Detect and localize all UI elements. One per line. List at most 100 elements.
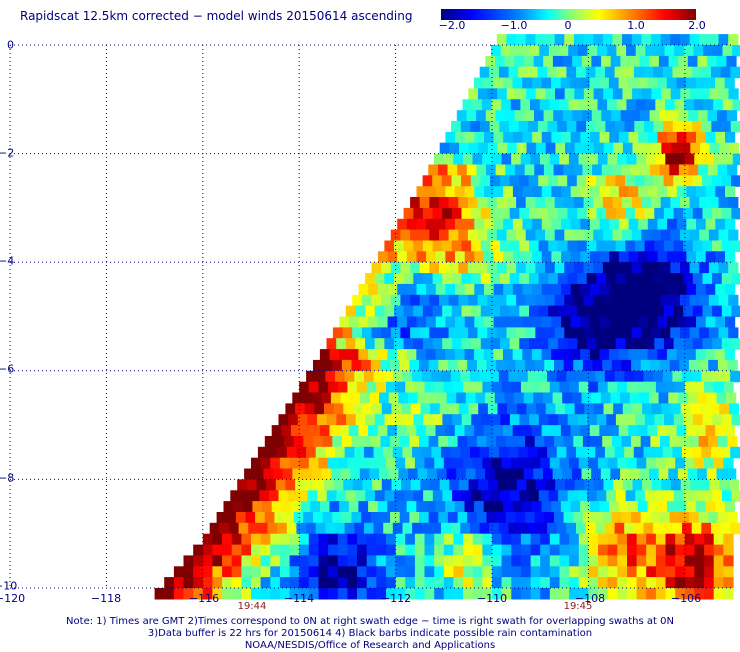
wind-cell <box>405 577 415 589</box>
wind-cell <box>465 501 475 512</box>
wind-cell <box>521 588 531 600</box>
wind-cell <box>333 327 343 339</box>
wind-cell <box>522 78 532 90</box>
wind-cell <box>693 208 703 220</box>
wind-cell <box>595 371 605 383</box>
wind-cell <box>666 577 676 589</box>
wind-cell <box>500 241 510 253</box>
wind-cell <box>609 219 619 231</box>
wind-cell <box>704 588 714 600</box>
wind-cell <box>467 512 477 524</box>
wind-cell <box>328 588 338 600</box>
wind-cell <box>673 121 683 133</box>
wind-cell <box>515 436 525 448</box>
wind-cell <box>251 458 261 470</box>
wind-cell <box>644 447 654 459</box>
wind-cell <box>677 186 687 198</box>
wind-cell <box>682 67 692 79</box>
wind-cell <box>623 143 633 155</box>
wind-cell <box>484 78 494 90</box>
wind-cell <box>378 251 388 262</box>
wind-cell <box>557 67 567 79</box>
wind-cell <box>279 490 289 502</box>
wind-cell <box>641 512 651 524</box>
wind-cell <box>588 154 598 166</box>
wind-cell <box>323 436 333 448</box>
wind-cell <box>661 327 671 339</box>
wind-cell <box>660 360 670 372</box>
wind-cell <box>517 143 527 155</box>
wind-cell <box>597 414 607 426</box>
wind-cell <box>686 132 696 144</box>
wind-cell <box>365 490 375 502</box>
wind-cell <box>696 425 706 437</box>
wind-cell <box>474 132 484 144</box>
wind-cell <box>584 197 594 209</box>
wind-cell <box>239 523 249 535</box>
wind-cell <box>474 317 484 329</box>
wind-cell <box>568 414 578 426</box>
wind-cell <box>359 284 369 296</box>
wind-cell <box>590 425 600 437</box>
wind-cell <box>445 186 455 198</box>
wind-cell <box>559 99 569 111</box>
wind-cell <box>413 208 423 220</box>
wind-cell <box>529 175 539 187</box>
wind-cell <box>540 99 550 111</box>
wind-cell <box>513 219 523 231</box>
wind-cell <box>193 555 203 567</box>
wind-cell <box>617 99 627 111</box>
wind-cell <box>306 371 316 383</box>
wind-cell <box>566 371 576 383</box>
wind-cell <box>243 501 253 512</box>
wind-cell <box>274 512 284 524</box>
wind-cell <box>580 186 590 198</box>
wind-cell <box>342 512 352 524</box>
wind-cell <box>595 67 605 79</box>
wind-cell <box>364 447 374 459</box>
wind-cell <box>539 241 549 253</box>
wind-cell <box>507 295 517 307</box>
wind-cell <box>521 382 531 394</box>
wind-cell <box>529 338 539 350</box>
wind-cell <box>631 436 641 448</box>
wind-cell <box>444 534 454 546</box>
wind-cell <box>619 284 629 296</box>
wind-cell <box>626 45 636 57</box>
wind-cell <box>474 219 484 231</box>
wind-cell <box>232 545 242 557</box>
wind-cell <box>452 306 462 318</box>
wind-cell <box>400 360 410 372</box>
wind-cell <box>290 566 300 578</box>
wind-cell <box>728 512 738 524</box>
wind-cell <box>528 121 538 133</box>
wind-cell <box>723 577 733 589</box>
wind-cell <box>661 403 671 415</box>
wind-cell <box>498 479 508 491</box>
wind-cell <box>394 273 404 285</box>
wind-cell <box>391 262 401 274</box>
wind-cell <box>650 360 660 372</box>
wind-cell <box>480 371 490 383</box>
wind-cell <box>338 566 348 578</box>
wind-cell <box>627 566 637 578</box>
wind-cell <box>484 251 494 262</box>
wind-cell <box>501 99 511 111</box>
wind-cell <box>420 295 430 307</box>
wind-cell <box>532 349 542 361</box>
wind-cell <box>727 110 737 122</box>
wind-cell <box>732 490 740 502</box>
wind-cell <box>465 132 475 144</box>
wind-cell <box>308 414 318 426</box>
wind-cell <box>440 479 450 491</box>
wind-cell <box>352 360 362 372</box>
wind-cell <box>280 577 290 589</box>
wind-cell <box>696 132 706 144</box>
wind-cell <box>564 197 574 209</box>
wind-cell <box>550 154 560 166</box>
wind-cell <box>540 555 550 567</box>
wind-cell <box>463 154 473 166</box>
wind-cell <box>409 360 419 372</box>
wind-cell <box>655 490 665 502</box>
wind-cell <box>338 555 348 567</box>
